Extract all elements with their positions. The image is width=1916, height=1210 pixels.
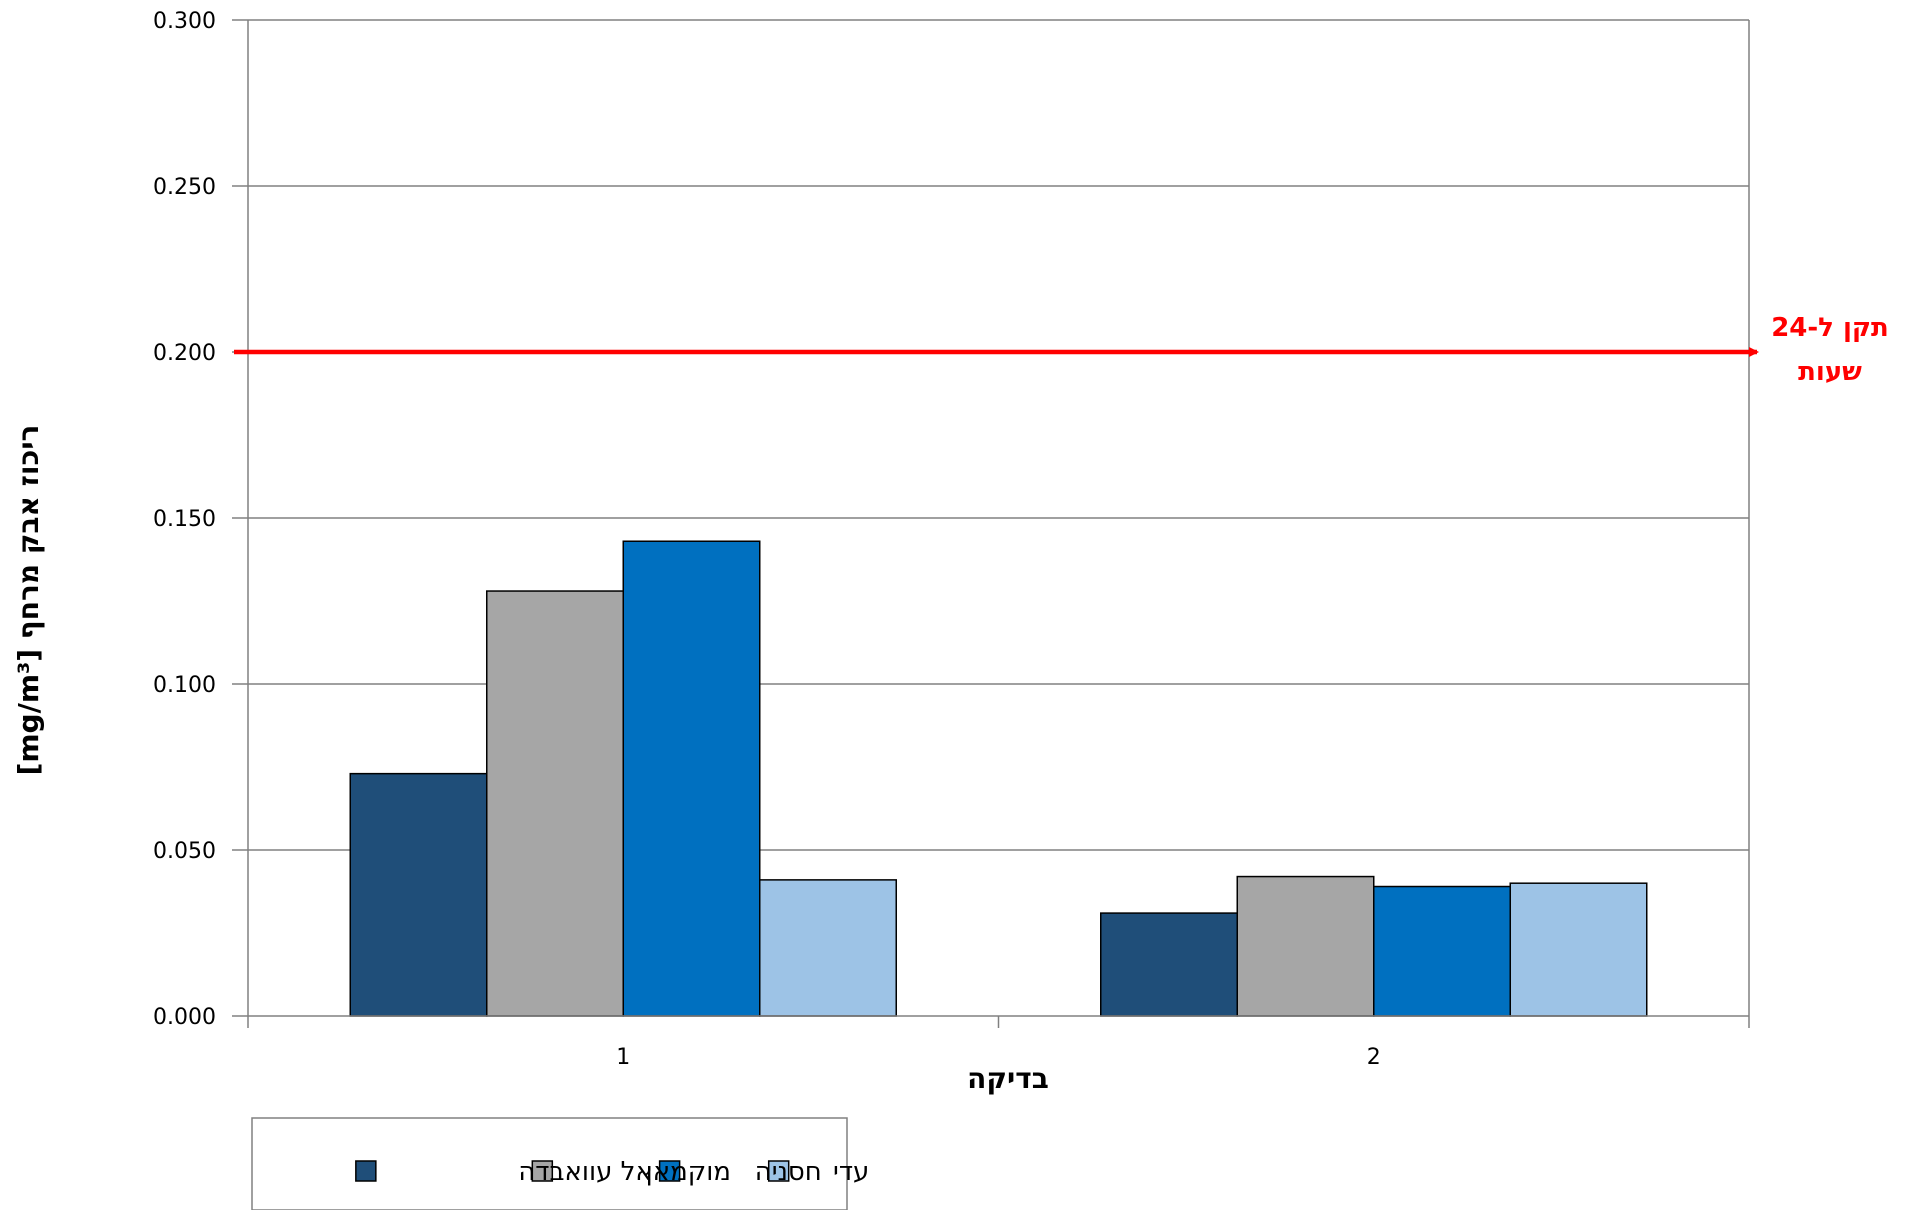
bar bbox=[622, 540, 761, 1017]
legend-label: עדי bbox=[833, 1157, 869, 1187]
bar bbox=[1100, 912, 1238, 1017]
legend-label: מוקמאן bbox=[646, 1157, 731, 1187]
legend-swatch bbox=[531, 1160, 554, 1182]
legend-label: אל עוואבדה bbox=[518, 1157, 652, 1187]
bar bbox=[349, 772, 488, 1017]
y-tick-label: 0.300 bbox=[153, 9, 216, 34]
y-tick-label: 0.000 bbox=[153, 1005, 216, 1030]
bar bbox=[1236, 875, 1375, 1017]
bar bbox=[486, 590, 624, 1017]
bar bbox=[759, 879, 897, 1017]
legend-swatch bbox=[767, 1160, 790, 1182]
legend-label: חסניה bbox=[755, 1157, 822, 1187]
y-tick-label: 0.050 bbox=[153, 839, 216, 864]
bar bbox=[1373, 885, 1511, 1017]
y-tick-label: 0.200 bbox=[153, 341, 216, 366]
x-tick-label: 2 bbox=[1367, 1045, 1381, 1070]
x-tick-label: 1 bbox=[616, 1045, 630, 1070]
reference-line-label-2: שעות bbox=[1798, 357, 1862, 387]
y-axis-title: ריכוז אבק מרחף [mg/m³] bbox=[12, 425, 45, 776]
legend-swatch bbox=[658, 1160, 681, 1182]
y-tick-label: 0.150 bbox=[153, 507, 216, 532]
x-axis-title: בדיקה bbox=[967, 1062, 1049, 1095]
reference-line-label-1: תקן ל-24 bbox=[1771, 313, 1889, 343]
y-tick-label: 0.250 bbox=[153, 175, 216, 200]
bars bbox=[349, 540, 1648, 1017]
y-tick-labels: 0.000 0.050 0.100 0.150 0.200 0.250 0.300 bbox=[153, 9, 216, 1030]
y-tick-label: 0.100 bbox=[153, 673, 216, 698]
bar bbox=[1509, 882, 1648, 1017]
legend-swatch bbox=[355, 1160, 377, 1182]
